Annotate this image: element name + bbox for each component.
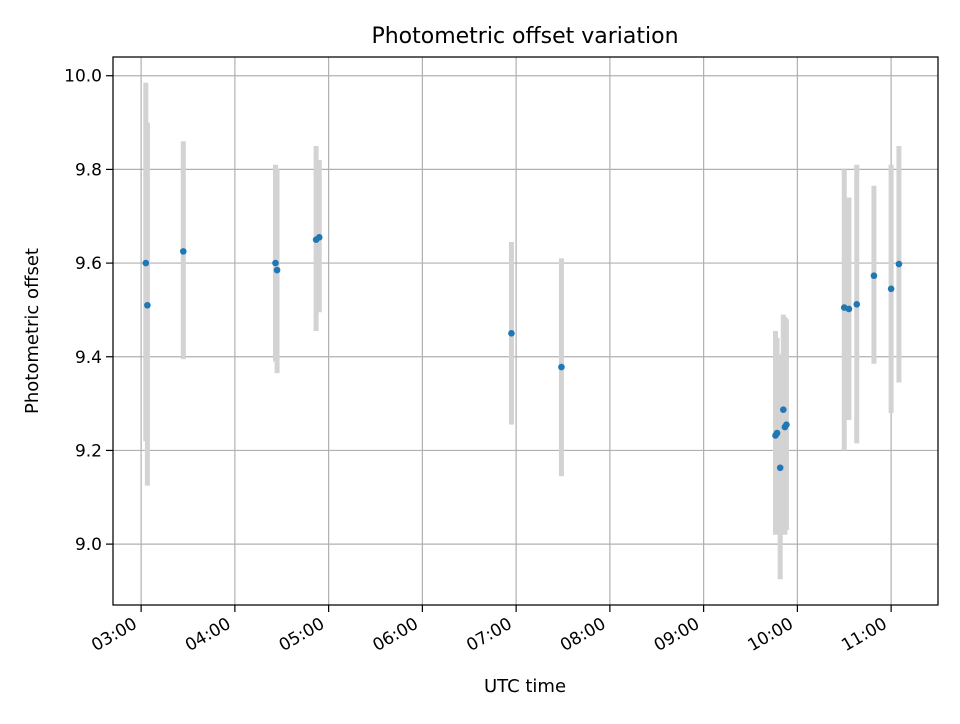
data-point [783, 421, 790, 428]
data-point [887, 285, 895, 293]
data-point [895, 260, 903, 268]
y-tick-label: 9.8 [75, 160, 102, 180]
y-axis-label: Photometric offset [22, 248, 43, 414]
data-point [142, 259, 150, 267]
data-point [870, 272, 878, 280]
data-point [558, 363, 565, 371]
data-point [272, 259, 279, 267]
y-axis-ticks: 9.0 9.2 9.4 9.6 9.8 10.0 [64, 67, 113, 555]
data-point [315, 234, 323, 241]
data-point [508, 330, 515, 337]
data-point [853, 301, 861, 308]
y-tick-label: 10.0 [64, 67, 102, 87]
data-point [180, 248, 187, 255]
data-point [273, 266, 281, 274]
y-tick-label: 9.6 [75, 254, 102, 274]
data-point [773, 429, 781, 437]
y-tick-label: 9.2 [75, 441, 102, 461]
data-point [780, 406, 787, 413]
data-point [845, 305, 853, 313]
data-point [776, 464, 784, 472]
grid [113, 57, 938, 605]
y-tick-label: 9.0 [75, 535, 102, 555]
y-tick-label: 9.4 [75, 348, 102, 368]
plot-frame [112, 56, 939, 606]
chart-title: Photometric offset variation [371, 24, 678, 49]
x-axis-label: UTC time [484, 676, 566, 697]
data-points [142, 234, 903, 472]
data-point [144, 301, 151, 309]
